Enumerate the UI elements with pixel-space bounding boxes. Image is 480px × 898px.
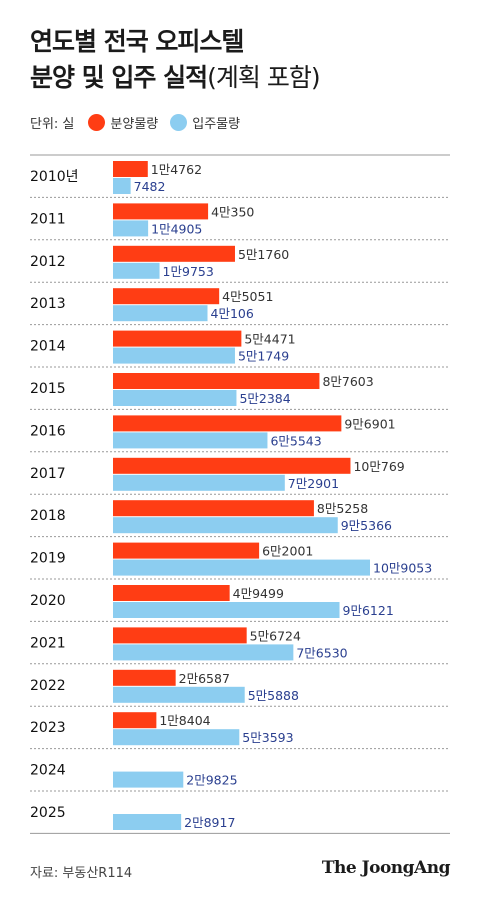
bar-move-in [113,644,294,661]
category-label: 2021 [30,635,66,651]
bar-supply [113,330,242,347]
data-label-move-in: 9만6121 [343,603,394,618]
data-label-move-in: 5만2384 [239,391,290,406]
data-label-supply: 2만6587 [179,671,230,686]
category-label: 2025 [30,805,66,821]
category-label: 2017 [30,466,66,482]
category-label: 2019 [30,551,66,567]
data-label-supply: 9만6901 [344,416,395,431]
bar-move-in [113,305,208,322]
category-label: 2012 [30,254,66,270]
bar-supply [113,161,148,177]
data-label-supply: 8만7603 [322,374,373,389]
unit-label: 단위: 실 [30,117,75,132]
bar-supply [113,500,314,517]
bar-move-in [113,262,160,279]
bar-move-in [113,729,240,746]
data-label-move-in: 1만9753 [163,264,214,279]
bar-supply [113,542,260,559]
bar-supply [113,245,235,262]
data-label-move-in: 2만8917 [184,815,235,830]
category-label: 2013 [30,296,66,312]
data-label-move-in: 7만6530 [296,645,347,660]
bar-supply [113,627,247,644]
data-label-move-in: 9만5366 [341,518,392,533]
data-label-move-in: 4만106 [211,306,254,321]
category-label: 2023 [30,720,66,736]
bar-move-in [113,178,131,194]
legend-swatch-move-in [170,114,188,131]
legend-label-move-in: 입주물량 [192,117,241,132]
bar-move-in [113,814,182,830]
category-label: 2024 [30,763,66,779]
bar-move-in [113,517,338,534]
data-label-supply: 4만350 [211,204,254,219]
category-label: 2020 [30,593,66,609]
legend: 단위: 실 분양물량 입주물량 [30,113,252,132]
category-label: 2010년 [30,169,79,185]
source-note: 자료: 부동산R114 [30,866,133,881]
chart-title-line2-sub: (계획 포함) [207,63,320,92]
data-label-supply: 1만8404 [159,713,210,728]
category-label: 2022 [30,678,66,694]
bar-move-in [113,220,149,237]
chart-title-line2-main: 분양 및 입주 실적 [30,63,208,92]
bar-supply [113,457,351,474]
bar-move-in [113,432,268,449]
bar-move-in [113,559,370,576]
bar-supply [113,415,342,432]
data-label-supply: 5만1760 [238,247,289,262]
data-label-supply: 6만2001 [262,544,313,559]
data-label-move-in: 7482 [134,179,166,194]
bar-move-in [113,686,245,703]
data-label-supply: 1만4762 [151,162,202,177]
bar-move-in [113,474,285,491]
category-label: 2016 [30,423,66,439]
data-label-supply: 4만5051 [222,289,273,304]
data-label-move-in: 5만3593 [242,730,293,745]
category-label: 2011 [30,211,66,227]
chart-title-line2: 분양 및 입주 실적(계획 포함) [30,60,321,96]
chart-title: 연도별 전국 오피스텔 분양 및 입주 실적(계획 포함) [30,24,321,96]
legend-swatch-supply [88,114,106,131]
category-label: 2018 [30,508,66,524]
bar-move-in [113,771,184,788]
data-label-supply: 5만6724 [250,628,301,643]
bar-supply [113,373,320,389]
data-label-supply: 8만5258 [317,501,368,516]
data-label-move-in: 10만9053 [373,561,432,576]
bar-move-in [113,602,340,618]
data-label-move-in: 1만4905 [151,221,202,236]
bar-move-in [113,347,235,364]
bar-supply [113,288,220,305]
legend-item-move-in: 입주물량 [170,113,240,132]
data-label-move-in: 5만1749 [238,349,289,364]
data-label-move-in: 5만5888 [248,688,299,703]
category-label: 2014 [30,339,66,355]
bar-supply [113,203,209,220]
bar-supply [113,585,230,601]
data-label-move-in: 2만9825 [186,773,237,788]
data-label-move-in: 7만2901 [288,476,339,491]
bar-move-in [113,390,237,406]
category-label: 2015 [30,381,66,397]
data-label-supply: 5만4471 [244,332,295,347]
bar-supply [113,712,157,729]
data-label-supply: 10만769 [353,459,404,474]
brand-logo: The JoongAng [321,858,451,878]
legend-item-supply: 분양물량 [88,113,158,132]
legend-label-supply: 분양물량 [110,117,159,132]
bar-supply [113,669,176,686]
chart-title-line1: 연도별 전국 오피스텔 [30,27,244,56]
data-label-move-in: 6만5543 [270,433,321,448]
data-label-supply: 4만9499 [233,586,284,601]
